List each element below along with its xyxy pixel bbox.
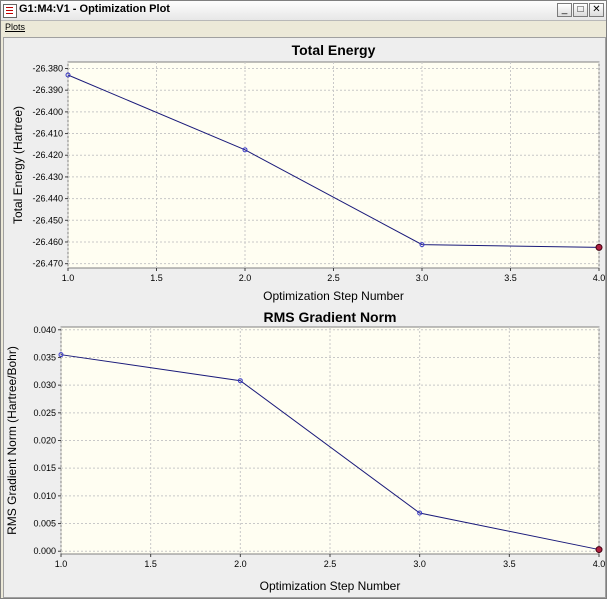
gradient-y-tick-label: 0.020	[33, 436, 56, 446]
energy-x-tick-label: 4.0	[593, 273, 605, 283]
gradient-y-tick-label: 0.025	[33, 408, 56, 418]
gradient-y-tick-label: 0.030	[33, 380, 56, 390]
energy-data-point[interactable]	[419, 242, 425, 248]
plots-canvas: 1.0 1.5 2.0 2.5 3.0 3.5 4.0 -26.380 -26.390 -26.4…	[5, 42, 605, 593]
energy-x-tick-label: 2.0	[239, 273, 252, 283]
gradient-y-tick-label: 0.000	[33, 546, 56, 556]
gradient-x-tick-label: 1.0	[55, 559, 68, 569]
energy-x-tick-label: 1.5	[150, 273, 163, 283]
energy-y-tick-label: -26.450	[32, 215, 63, 225]
energy-y-tick-label: -26.390	[32, 85, 63, 95]
app-icon[interactable]	[3, 4, 17, 18]
gradient-selected-point[interactable]	[595, 546, 603, 554]
gradient-x-tick-label: 2.5	[324, 559, 337, 569]
energy-y-tick-label: -26.420	[32, 150, 63, 160]
gradient-x-tick-label: 3.0	[413, 559, 426, 569]
gradient-chart: 1.0 1.5 2.0 2.5 3.0 3.5 4.0 0.040 0.035 0.030 0.02…	[5, 309, 605, 593]
energy-y-axis-label: Total Energy (Hartree)	[11, 106, 25, 224]
plot-area: 1.0 1.5 2.0 2.5 3.0 3.5 4.0 -26.380 -26.390 -26.4…	[3, 37, 606, 598]
gradient-x-axis-label: Optimization Step Number	[260, 579, 401, 593]
energy-y-tick-label: -26.460	[32, 237, 63, 247]
energy-series-line	[67, 74, 600, 248]
gradient-x-tick-label: 1.5	[144, 559, 157, 569]
menu-bar: Plots	[1, 21, 606, 35]
gradient-y-tick-label: 0.010	[33, 491, 56, 501]
energy-chart-title: Total Energy	[292, 42, 376, 58]
energy-x-tick-label: 3.5	[504, 273, 517, 283]
energy-y-tick-label: -26.380	[32, 64, 63, 74]
energy-x-axis-label: Optimization Step Number	[263, 289, 404, 303]
menu-item-plots[interactable]: Plots	[5, 22, 26, 32]
gradient-y-axis-label: RMS Gradient Norm (Hartree/Bohr)	[5, 346, 19, 535]
energy-x-tick-label: 1.0	[62, 273, 75, 283]
energy-x-tick-label: 2.5	[327, 273, 340, 283]
gradient-data-point[interactable]	[237, 378, 243, 384]
energy-y-tick-label: -26.410	[32, 129, 63, 139]
energy-y-tick-label: -26.400	[32, 107, 63, 117]
energy-x-tick-label: 3.0	[416, 273, 429, 283]
energy-chart: 1.0 1.5 2.0 2.5 3.0 3.5 4.0 -26.380 -26.390 -26.4…	[11, 42, 605, 303]
gradient-data-point[interactable]	[417, 510, 423, 516]
gradient-chart-title: RMS Gradient Norm	[263, 309, 396, 325]
gradient-data-point[interactable]	[58, 352, 64, 358]
window-title: G1:M4:V1 - Optimization Plot	[19, 3, 170, 15]
gradient-x-tick-label: 3.5	[503, 559, 516, 569]
gradient-y-tick-label: 0.015	[33, 463, 56, 473]
energy-data-point[interactable]	[242, 147, 248, 153]
energy-y-tick-label: -26.440	[32, 194, 63, 204]
energy-y-tick-label: -26.470	[32, 259, 63, 269]
energy-data-point[interactable]	[65, 72, 71, 78]
energy-selected-point[interactable]	[595, 243, 603, 251]
gradient-y-tick-label: 0.035	[33, 352, 56, 362]
gradient-series-line	[60, 354, 600, 551]
minimize-button[interactable]: _	[557, 3, 572, 17]
energy-plot-background	[67, 61, 600, 269]
title-bar[interactable]: G1:M4:V1 - Optimization Plot _ □ ✕	[1, 1, 606, 21]
close-button[interactable]: ✕	[589, 3, 604, 17]
gradient-x-tick-label: 2.0	[234, 559, 247, 569]
maximize-button[interactable]: □	[573, 3, 588, 17]
gradient-x-tick-label: 4.0	[593, 559, 605, 569]
energy-y-tick-label: -26.430	[32, 172, 63, 182]
gradient-y-tick-label: 0.040	[33, 325, 56, 335]
gradient-y-tick-label: 0.005	[33, 519, 56, 529]
